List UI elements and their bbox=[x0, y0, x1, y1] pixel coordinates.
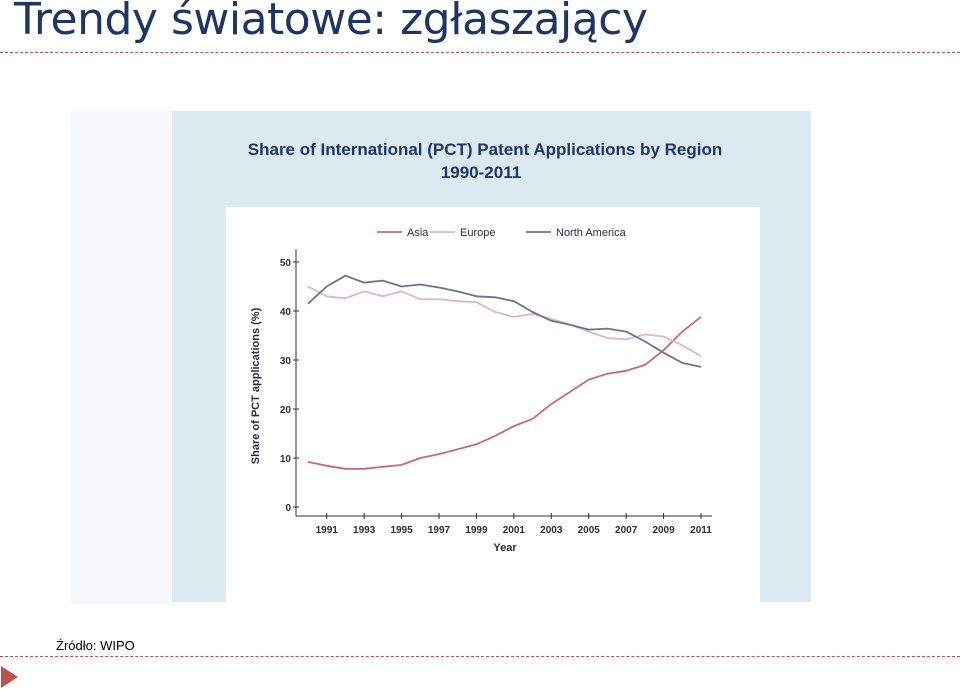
series-line-europe bbox=[307, 285, 702, 357]
legend-label: North America bbox=[556, 227, 627, 239]
x-tick-label: 2005 bbox=[578, 525, 601, 536]
y-tick-label: 10 bbox=[280, 454, 292, 465]
x-axis-label: Year bbox=[493, 542, 517, 554]
chart-panel: Share of International (PCT) Patent Appl… bbox=[172, 111, 811, 689]
legend-label: Europe bbox=[460, 227, 495, 239]
x-tick-label: 1997 bbox=[428, 525, 451, 536]
y-tick-label: 0 bbox=[285, 503, 291, 514]
slide-title: Trendy światowe: zgłaszający bbox=[14, 0, 648, 45]
bottom-divider bbox=[0, 656, 960, 657]
axes bbox=[293, 249, 712, 519]
legend: Asia Europe North America bbox=[377, 227, 627, 239]
figure-shadow bbox=[70, 110, 175, 605]
chart-svg: Share of International (PCT) Patent Appl… bbox=[248, 140, 722, 554]
x-tick-label: 1995 bbox=[390, 525, 413, 536]
y-axis-label: Share of PCT applications (%) bbox=[250, 307, 262, 464]
x-tick-label: 1993 bbox=[353, 525, 376, 536]
tick-labels: 0 10 20 30 40 50 1991 1993 1995 1997 1999 2001 2003 2… bbox=[280, 258, 712, 536]
x-tick-label: 2007 bbox=[615, 525, 638, 536]
triangle-bullet-icon bbox=[1, 666, 18, 688]
series-lines bbox=[307, 274, 702, 470]
y-tick-label: 50 bbox=[280, 258, 292, 269]
chart-title: Share of International (PCT) Patent Appl… bbox=[248, 140, 722, 159]
top-divider bbox=[0, 52, 960, 53]
x-tick-label: 2001 bbox=[503, 525, 526, 536]
chart-subtitle: 1990-2011 bbox=[441, 163, 521, 182]
x-tick-label: 1999 bbox=[465, 525, 488, 536]
series-line-north-america bbox=[307, 274, 702, 368]
legend-label: Asia bbox=[407, 227, 429, 239]
y-tick-label: 40 bbox=[280, 307, 292, 318]
x-tick-label: 2003 bbox=[540, 525, 563, 536]
series-line-asia bbox=[307, 316, 702, 470]
x-tick-label: 2011 bbox=[690, 525, 712, 536]
x-tick-label: 2009 bbox=[652, 525, 675, 536]
x-tick-label: 1991 bbox=[316, 525, 339, 536]
source-note: Źródło: WIPO bbox=[56, 638, 135, 653]
y-tick-label: 30 bbox=[280, 356, 292, 367]
y-tick-label: 20 bbox=[280, 405, 292, 416]
chart-plot-background bbox=[226, 207, 760, 689]
